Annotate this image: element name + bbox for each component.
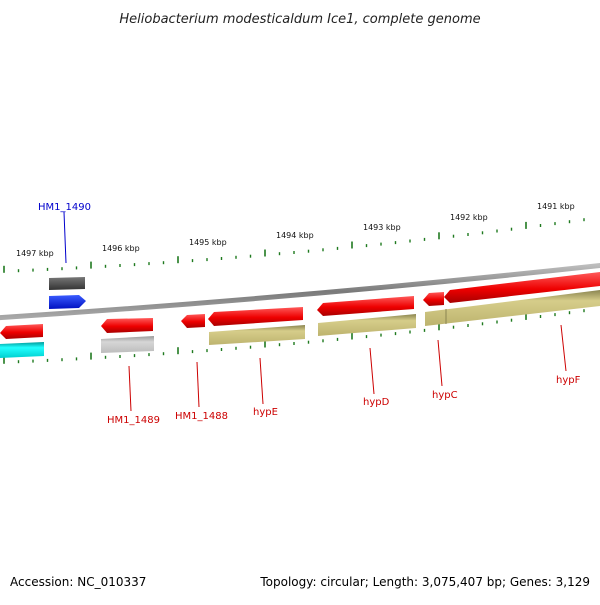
tick-label-1492: 1492 kbp	[450, 213, 488, 222]
gene-hypc-arrow[interactable]	[423, 292, 444, 306]
feature-olive-hypd[interactable]	[318, 314, 416, 336]
gene-hm1-1490-gray-box[interactable]	[49, 277, 85, 290]
tick-label-1495: 1495 kbp	[189, 238, 227, 247]
kbp-scale: 1497 kbp 1496 kbp 1495 kbp 1494 kbp 1493…	[16, 202, 575, 258]
tick-label-1497: 1497 kbp	[16, 249, 54, 258]
accession-text: Accession: NC_010337	[10, 575, 146, 589]
gene-labels: HM1_1490 HM1_1489 HM1_1488 hypE hypD hyp…	[38, 202, 581, 426]
reverse-strand-cds	[0, 272, 600, 339]
gene-hm1-1490-arrow[interactable]	[49, 295, 86, 309]
gene-hm1-1488-arrow[interactable]	[181, 314, 205, 328]
feature-olive-hypc-hypf[interactable]	[425, 290, 600, 326]
gene-hype-arrow[interactable]	[208, 307, 303, 326]
leader-hypc	[437, 339, 443, 387]
tick-label-1493: 1493 kbp	[363, 223, 401, 232]
feature-gray-block[interactable]	[101, 336, 154, 353]
gene-label-hm1-1490[interactable]: HM1_1490	[38, 202, 91, 213]
gene-hypd-arrow[interactable]	[317, 296, 414, 316]
leader-hm1-1489	[128, 365, 132, 412]
gene-label-hypc[interactable]: hypC	[432, 390, 458, 401]
gene-label-hm1-1489[interactable]: HM1_1489	[107, 415, 160, 426]
gene-hm1-1489-arrow[interactable]	[101, 318, 153, 333]
tick-label-1496: 1496 kbp	[102, 244, 140, 253]
gene-label-leaders	[63, 211, 567, 412]
leader-hypf	[560, 324, 567, 372]
genome-backbone	[0, 263, 600, 321]
gene-label-hm1-1488[interactable]: HM1_1488	[175, 411, 228, 422]
forward-strand-features	[49, 277, 86, 309]
gene-label-hype[interactable]: hypE	[253, 407, 278, 418]
map-title: Heliobacterium modesticaldum Ice1, compl…	[119, 12, 480, 27]
gene-left-red-arrow[interactable]	[0, 324, 43, 339]
lower-feature-track	[0, 290, 600, 358]
leader-hm1-1488	[196, 361, 200, 408]
feature-cyan-block[interactable]	[0, 342, 44, 358]
gene-hypf-arrow[interactable]	[444, 272, 600, 303]
leader-hypd	[369, 347, 375, 395]
inner-tick-dashes	[3, 309, 585, 364]
tick-label-1494: 1494 kbp	[276, 231, 314, 240]
topology-text: Topology: circular; Length: 3,075,407 bp…	[259, 575, 590, 589]
tick-label-1491: 1491 kbp	[537, 202, 575, 211]
gene-label-hypf[interactable]: hypF	[556, 375, 581, 386]
gene-label-hypd[interactable]: hypD	[363, 397, 390, 408]
outer-tick-dashes	[3, 218, 585, 273]
feature-olive-hype[interactable]	[209, 325, 305, 345]
leader-hype	[259, 357, 264, 405]
leader-hm1-1490	[63, 211, 67, 264]
